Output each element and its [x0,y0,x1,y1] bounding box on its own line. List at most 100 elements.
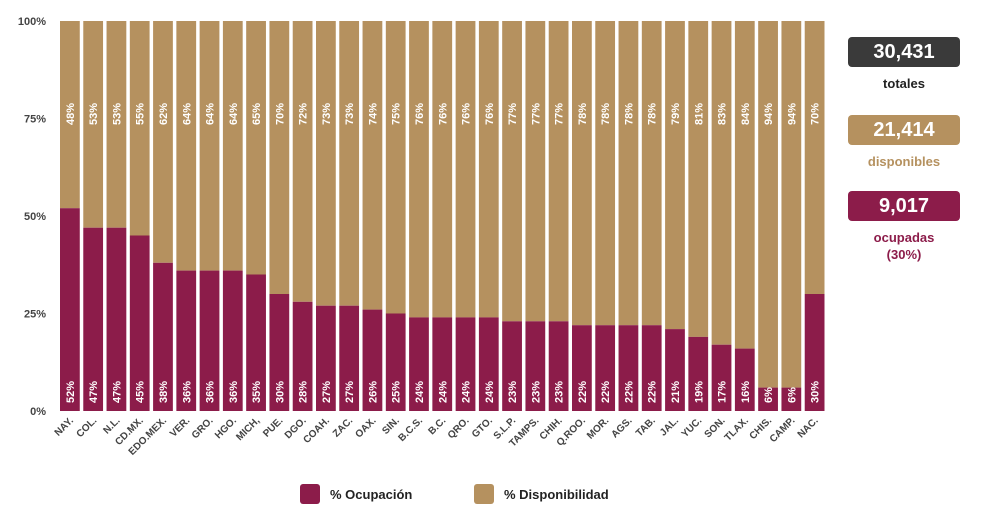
bar-ocupacion [246,274,266,411]
data-label-disponibilidad: 94% [786,103,798,125]
bar-disponibilidad [83,21,104,228]
totales-card: 30,431 totales [848,37,960,92]
data-label-ocupacion: 21% [670,381,682,403]
legend-ocupacion-swatch [300,484,320,504]
bar-ocupacion [572,325,592,411]
bar-disponibilidad [385,21,406,314]
data-label-disponibilidad: 76% [461,103,473,125]
bar-disponibilidad [292,21,313,302]
ocupadas-pct: (30%) [886,247,922,262]
x-tick-label: YUC. [680,415,705,440]
bar-disponibilidad [362,21,383,310]
data-label-disponibilidad: 64% [181,103,193,125]
bar-ocupacion [595,325,616,411]
data-label-ocupacion: 47% [111,381,123,403]
bar-ocupacion [269,294,290,411]
legend-ocupacion-label: % Ocupación [330,486,413,502]
data-label-ocupacion: 24% [414,381,426,403]
data-label-ocupacion: 16% [740,381,752,403]
bar-disponibilidad [455,21,476,318]
data-label-disponibilidad: 64% [228,103,240,125]
disponibles-label: disponibles [867,154,941,169]
bar-ocupacion [432,317,453,411]
data-label-disponibilidad: 48% [65,103,77,125]
bar-disponibilidad [595,21,616,326]
data-label-disponibilidad: 81% [693,103,705,125]
bar-ocupacion [711,344,732,411]
bar-ocupacion [688,336,709,411]
data-label-ocupacion: 24% [437,381,449,403]
bar-disponibilidad [129,21,150,236]
bar-ocupacion [362,309,383,411]
data-label-ocupacion: 23% [530,381,542,403]
ocupadas-label-block: ocupadas (30%) [848,229,960,263]
data-label-disponibilidad: 78% [623,103,635,125]
bar-ocupacion [106,227,127,411]
bar-ocupacion [804,294,825,411]
data-label-disponibilidad: 76% [414,103,426,125]
data-label-disponibilidad: 76% [484,103,496,125]
legend-disponibilidad-label: % Disponibilidad [504,486,609,502]
data-label-disponibilidad: 78% [577,103,589,125]
data-label-disponibilidad: 75% [391,103,403,125]
data-label-ocupacion: 24% [484,381,496,403]
x-tick-label: B.C.S. [396,415,425,444]
bar-disponibilidad [781,21,802,388]
data-label-ocupacion: 22% [647,381,659,403]
data-label-ocupacion: 30% [274,381,286,403]
y-tick-label: 0% [30,406,46,418]
y-tick-label: 50% [24,211,46,223]
ocupadas-card: 9,017 ocupadas (30%) [848,191,960,263]
bar-disponibilidad [688,21,709,337]
x-tick-label: OAX. [353,415,378,440]
ocupadas-value: 9,017 [848,191,960,221]
bar-disponibilidad [269,21,290,294]
bar-disponibilidad [316,21,336,306]
bar-ocupacion [385,313,406,411]
data-label-disponibilidad: 70% [810,103,822,125]
legend-disponibilidad: % Disponibilidad [474,484,609,504]
bar-disponibilidad [758,21,778,388]
x-tick-label: GTO. [470,415,495,440]
data-label-ocupacion: 26% [367,381,379,403]
bar-disponibilidad [734,21,755,349]
x-tick-label: ZAC. [331,415,355,439]
data-label-ocupacion: 36% [228,381,240,403]
data-label-disponibilidad: 83% [717,103,729,125]
x-tick-label: TLAX. [723,415,751,443]
bar-disponibilidad [665,21,685,330]
bar-disponibilidad [572,21,592,326]
bar-ocupacion [292,301,313,411]
totales-value: 30,431 [848,37,960,67]
data-label-disponibilidad: 72% [298,103,310,125]
x-tick-label: COAH. [301,415,332,446]
x-tick-label: PUE. [261,415,285,439]
data-label-ocupacion: 45% [135,381,147,403]
data-label-ocupacion: 27% [344,381,356,403]
data-label-ocupacion: 6% [763,387,775,403]
bar-ocupacion [641,325,662,411]
data-label-disponibilidad: 74% [367,103,379,125]
bar-ocupacion [758,387,778,411]
data-label-disponibilidad: 73% [321,103,333,125]
data-label-disponibilidad: 70% [274,103,286,125]
totales-label: totales [883,76,925,91]
bar-disponibilidad [339,21,360,306]
data-label-disponibilidad: 53% [88,103,100,125]
x-tick-label: MICH, [234,415,262,443]
data-label-ocupacion: 35% [251,381,263,403]
y-tick-label: 100% [18,16,46,28]
data-label-ocupacion: 22% [623,381,635,403]
bar-disponibilidad [618,21,639,326]
bar-ocupacion [478,317,499,411]
disponibles-card: 21,414 disponibles [848,115,960,170]
data-label-disponibilidad: 73% [344,103,356,125]
bar-disponibilidad [641,21,662,326]
data-label-disponibilidad: 77% [507,103,519,125]
data-label-ocupacion: 38% [158,381,170,403]
x-tick-label: TAB. [634,415,658,439]
bar-ocupacion [339,305,360,411]
bar-ocupacion [60,208,80,411]
data-label-disponibilidad: 94% [763,103,775,125]
data-label-ocupacion: 36% [205,381,217,403]
